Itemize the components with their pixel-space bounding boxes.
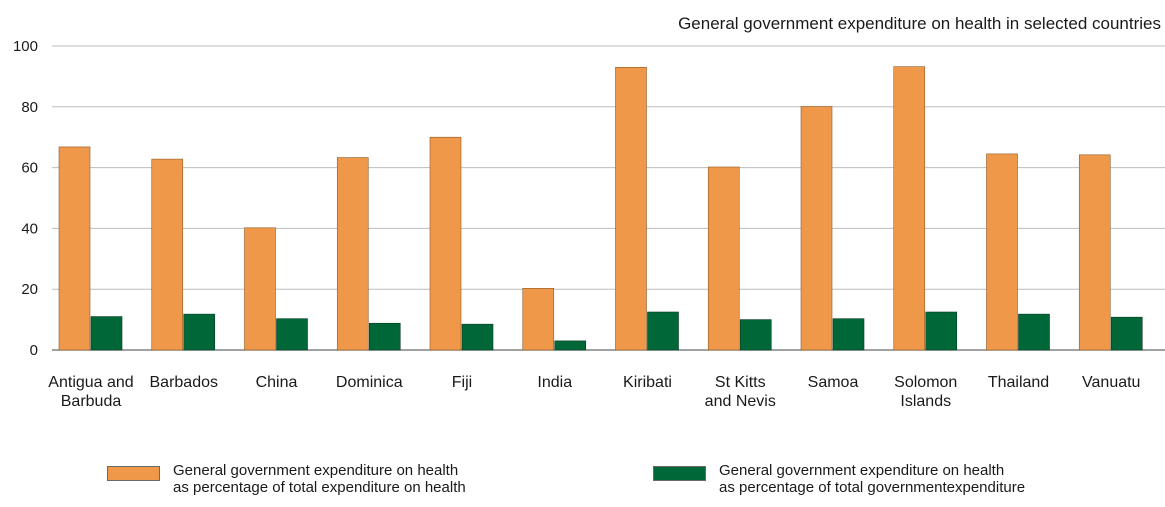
x-tick-label: St Kitts and Nevis (705, 374, 776, 410)
bar-series-2 (461, 323, 494, 351)
bar-series-2 (925, 311, 958, 351)
y-tick-label: 100 (13, 38, 38, 55)
y-tick-label: 60 (21, 160, 38, 177)
bar-series-2 (1110, 316, 1143, 351)
bar-series-2 (276, 318, 308, 351)
legend-label: General government expenditure on health… (719, 462, 1026, 496)
x-tick-label: India (537, 374, 572, 391)
x-tick-label: Fiji (452, 374, 472, 391)
x-tick-label: Kiribati (623, 374, 672, 391)
x-tick-label: Vanuatu (1082, 374, 1140, 391)
legend-swatch-green (653, 466, 706, 481)
bar-series-2 (832, 318, 865, 351)
x-tick-label: Barbados (150, 374, 219, 391)
legend-swatch-orange (107, 466, 160, 481)
bar-series-2 (647, 311, 679, 351)
bar-series-2 (1018, 313, 1050, 351)
bar-series-1 (336, 157, 369, 351)
legend-label: General government expenditure on health… (173, 462, 466, 496)
bar-series-2 (183, 313, 216, 351)
x-tick-label: Antigua and Barbuda (48, 374, 133, 410)
x-tick-label: Thailand (988, 374, 1049, 391)
y-tick-label: 20 (21, 281, 38, 298)
bar-series-2 (739, 319, 772, 351)
x-tick-label: Samoa (808, 374, 859, 391)
y-axis-ticks: 0 20 40 60 80 100 (13, 38, 38, 359)
bar-series-1 (800, 106, 833, 351)
bar-series-1 (244, 227, 276, 351)
x-tick-label: China (256, 374, 298, 391)
bar-series-1 (707, 166, 740, 351)
grid-lines (52, 45, 1165, 351)
bar-series-2 (368, 322, 401, 351)
bar-series-1 (522, 287, 555, 351)
x-axis-labels: Antigua and Barbuda Barbados China Dominica F… (48, 374, 1140, 410)
bar-series-1 (58, 146, 91, 351)
bar-series-1 (893, 66, 926, 351)
bar-series-1 (429, 136, 462, 351)
bars (58, 66, 1143, 351)
legend-item-total-government-expenditure: General government expenditure on health… (653, 462, 1159, 496)
y-tick-label: 40 (21, 220, 38, 237)
bar-series-2 (554, 340, 587, 351)
bar-series-1 (615, 66, 647, 351)
y-tick-label: 0 (30, 342, 38, 359)
x-tick-label: Solomon Islands (894, 374, 957, 410)
bar-series-1 (151, 158, 184, 351)
bar-series-1 (1078, 154, 1111, 351)
legend-item-total-health-expenditure: General government expenditure on health… (107, 462, 613, 496)
bar-series-1 (986, 153, 1018, 351)
y-tick-label: 80 (21, 99, 38, 116)
bar-series-2 (90, 316, 123, 351)
chart-title: General government expenditure on health… (678, 14, 1161, 33)
x-tick-label: Dominica (336, 374, 403, 391)
